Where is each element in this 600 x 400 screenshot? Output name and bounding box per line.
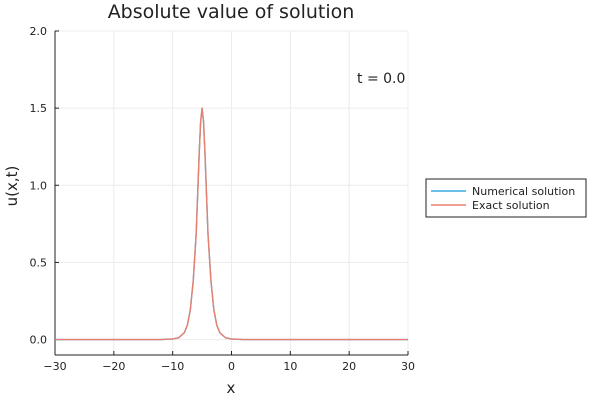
x-tick-label: −10 xyxy=(161,360,184,373)
y-tick-label: 1.5 xyxy=(30,102,48,115)
x-tick-label: −20 xyxy=(102,360,125,373)
x-tick-label: 0 xyxy=(228,360,235,373)
y-tick-label: 2.0 xyxy=(30,25,48,38)
legend-label: Exact solution xyxy=(472,199,550,212)
series-lines xyxy=(55,107,408,341)
y-tick-label: 0.5 xyxy=(30,256,48,269)
chart-title: Absolute value of solution xyxy=(108,1,355,23)
x-axis-label: x xyxy=(227,379,236,397)
x-tick-label: 10 xyxy=(283,360,297,373)
y-tick-label: 1.0 xyxy=(30,179,48,192)
y-axis-label: u(x,t) xyxy=(3,166,21,207)
legend-label: Numerical solution xyxy=(472,185,575,198)
x-tick-label: 20 xyxy=(342,360,356,373)
y-ticks: 0.0 0.5 1.0 1.5 2.0 xyxy=(30,25,59,347)
legend-box xyxy=(425,178,587,218)
y-tick-label: 0.0 xyxy=(30,334,48,347)
exact-solution-line xyxy=(55,107,408,341)
x-tick-label: −30 xyxy=(43,360,66,373)
x-tick-label: 30 xyxy=(401,360,415,373)
time-annotation: t = 0.0 xyxy=(357,71,405,87)
x-ticks: −30 −20 −10 0 10 20 30 xyxy=(43,351,415,373)
